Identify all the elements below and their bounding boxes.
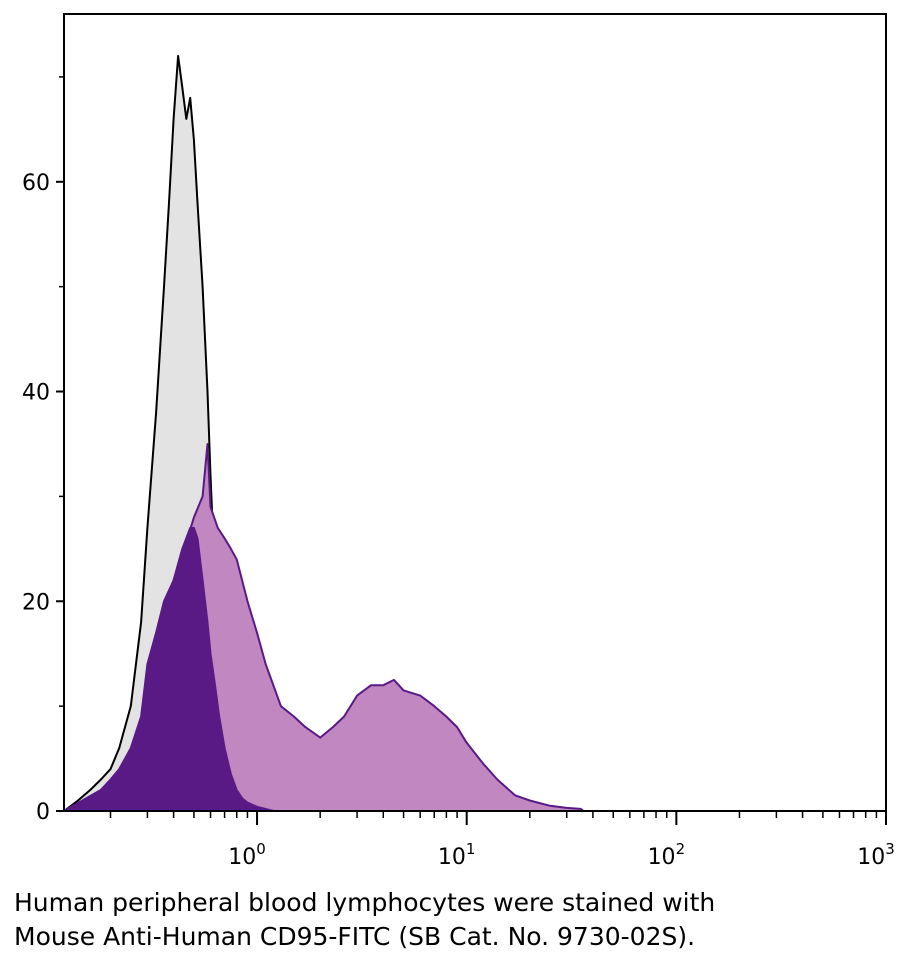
axes: 0 20 40 60 100 101 102 103	[22, 13, 895, 870]
plot-frame	[63, 13, 887, 812]
y-tick-label: 0	[36, 800, 50, 825]
y-tick-label: 40	[22, 381, 50, 406]
figure-caption: Human peripheral blood lymphocytes were …	[14, 886, 894, 954]
x-tick-label: 100	[228, 840, 266, 870]
series-overlap	[63, 526, 275, 812]
x-tick-label: 101	[438, 840, 476, 870]
caption-line-2: Mouse Anti-Human CD95-FITC (SB Cat. No. …	[14, 922, 696, 951]
y-tick-label: 20	[22, 590, 50, 615]
histogram-chart: 0 20 40 60 100 101 102 103	[22, 13, 895, 870]
caption-line-1: Human peripheral blood lymphocytes were …	[14, 888, 716, 917]
x-tick-label: 103	[857, 840, 895, 870]
x-tick-label: 102	[648, 840, 686, 870]
plot-area	[63, 54, 585, 812]
y-tick-label: 60	[22, 171, 50, 196]
